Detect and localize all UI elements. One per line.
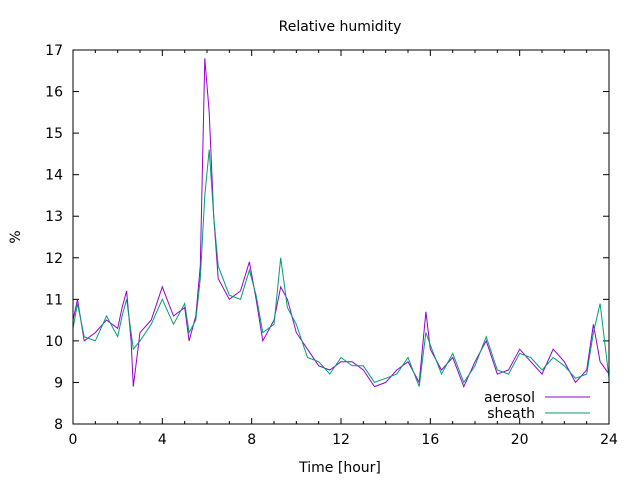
y-tick-label: 11 (45, 292, 63, 308)
plot-frame (72, 49, 610, 425)
y-tick-label: 12 (45, 251, 63, 267)
x-tick-label: 16 (421, 432, 439, 448)
legend-label-aerosol: aerosol (484, 390, 535, 406)
x-tick-label: 0 (69, 432, 78, 448)
series-line-aerosol (72, 58, 610, 388)
x-tick-label: 20 (511, 432, 529, 448)
legend-label-sheath: sheath (487, 406, 535, 422)
series-line-sheath (72, 149, 610, 387)
y-tick-label: 13 (45, 209, 63, 225)
y-tick-label: 9 (54, 375, 63, 391)
y-tick-label: 17 (45, 43, 63, 59)
y-tick-label: 14 (45, 168, 63, 184)
x-axis-label: Time [hour] (298, 460, 381, 476)
y-tick-label: 15 (45, 126, 63, 142)
x-tick-label: 4 (158, 432, 167, 448)
y-tick-label: 10 (45, 334, 63, 350)
y-tick-label: 16 (45, 85, 63, 101)
x-tick-label: 12 (332, 432, 350, 448)
x-tick-label: 24 (600, 432, 618, 448)
y-tick-label: 8 (54, 417, 63, 433)
x-tick-label: 8 (247, 432, 256, 448)
y-axis-label: % (8, 230, 24, 243)
chart-title: Relative humidity (279, 19, 402, 35)
